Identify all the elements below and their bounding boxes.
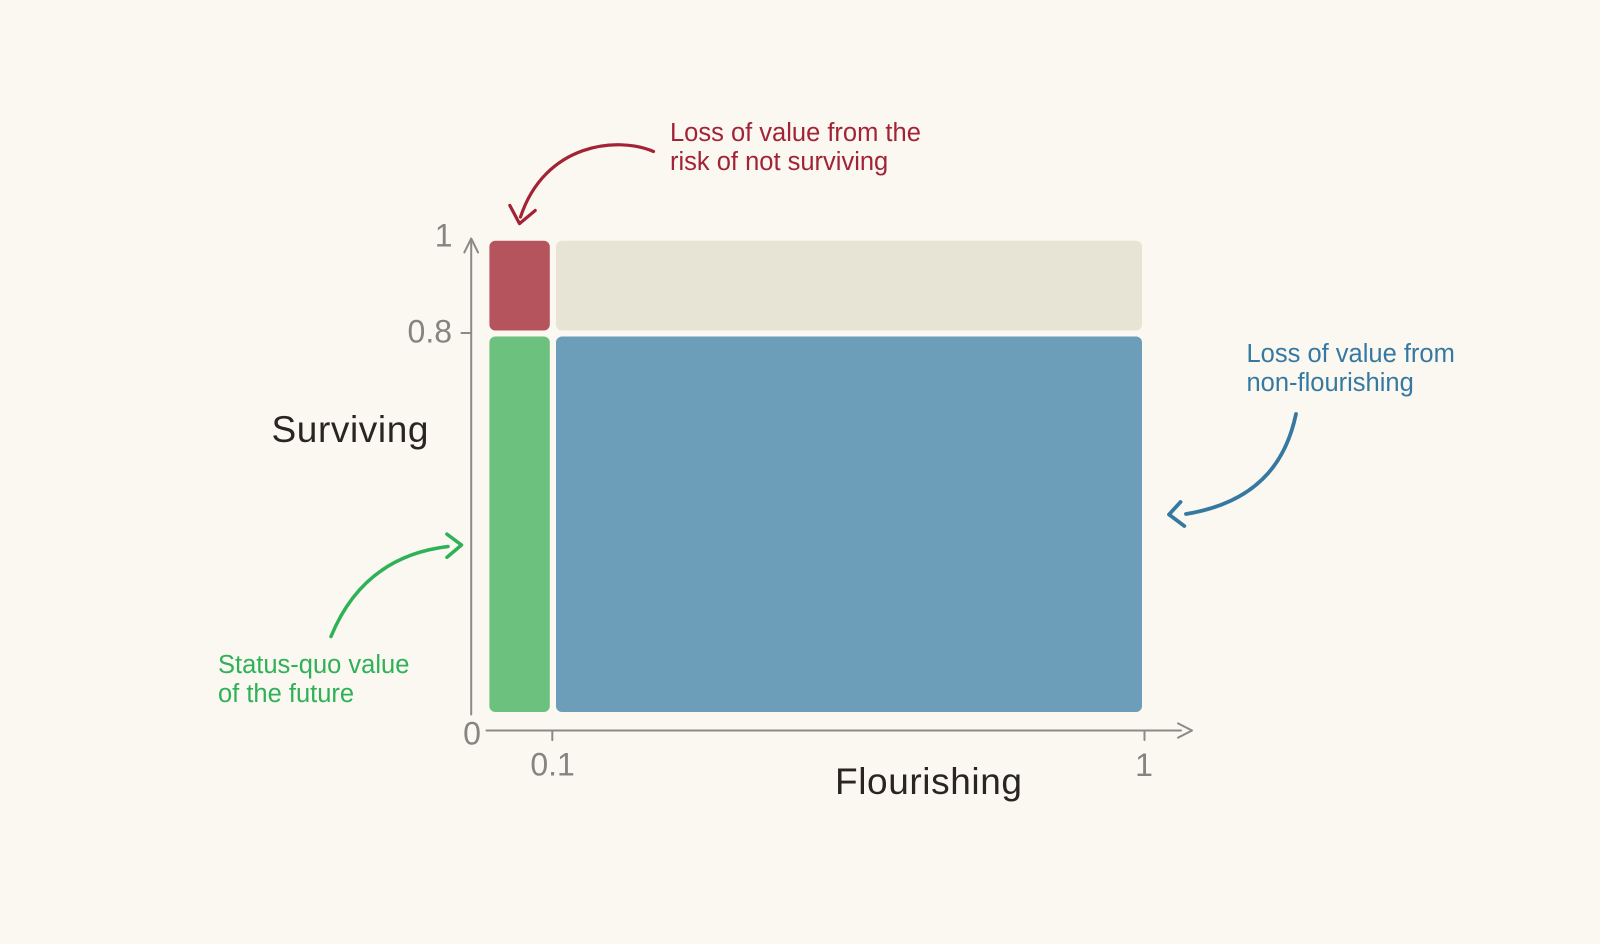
svg-text:Loss of value from: Loss of value from bbox=[1247, 340, 1455, 368]
svg-text:Status-quo value: Status-quo value bbox=[218, 651, 409, 679]
svg-text:Loss of value from the: Loss of value from the bbox=[670, 119, 921, 147]
svg-text:0.1: 0.1 bbox=[530, 747, 574, 783]
svg-text:of the future: of the future bbox=[218, 680, 354, 708]
svg-text:risk of not surviving: risk of not surviving bbox=[670, 148, 888, 176]
svg-text:non-flourishing: non-flourishing bbox=[1247, 369, 1414, 397]
svg-text:Surviving: Surviving bbox=[272, 409, 430, 450]
svg-text:1: 1 bbox=[435, 218, 453, 254]
svg-text:1: 1 bbox=[1135, 747, 1153, 783]
svg-text:0: 0 bbox=[463, 716, 481, 752]
svg-text:0.8: 0.8 bbox=[408, 314, 452, 350]
svg-text:Flourishing: Flourishing bbox=[835, 761, 1023, 802]
